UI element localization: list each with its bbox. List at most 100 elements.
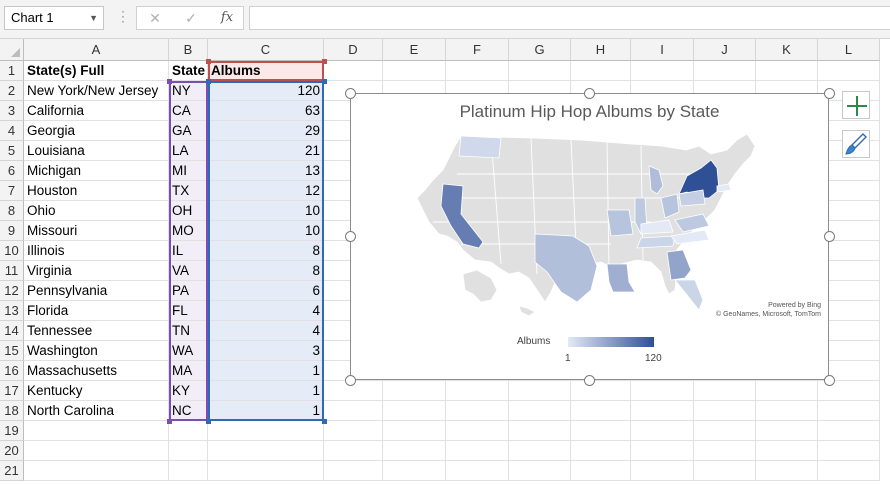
cell-k20[interactable] — [756, 441, 818, 461]
chevron-down-icon[interactable]: ▼ — [89, 13, 98, 23]
cell-b5[interactable]: LA — [169, 141, 208, 161]
cell-l15[interactable] — [818, 341, 880, 361]
state-region-ky[interactable] — [640, 219, 674, 235]
row-header-13[interactable]: 13 — [0, 301, 24, 321]
cell-b20[interactable] — [169, 441, 208, 461]
cell-h19[interactable] — [571, 421, 631, 441]
column-header-b[interactable]: B — [169, 39, 208, 61]
cell-b1[interactable]: State — [169, 61, 208, 81]
cell-g18[interactable] — [509, 401, 571, 421]
cell-b2[interactable]: NY — [169, 81, 208, 101]
cell-k1[interactable] — [756, 61, 818, 81]
cell-a1[interactable]: State(s) Full — [24, 61, 169, 81]
cell-c5[interactable]: 21 — [208, 141, 324, 161]
cell-k19[interactable] — [756, 421, 818, 441]
cell-j20[interactable] — [694, 441, 756, 461]
cell-e18[interactable] — [383, 401, 446, 421]
row-header-7[interactable]: 7 — [0, 181, 24, 201]
cell-h17[interactable] — [571, 381, 631, 401]
cell-a12[interactable]: Pennsylvania — [24, 281, 169, 301]
chart-styles-button[interactable] — [842, 130, 870, 158]
range-resize-handle[interactable] — [167, 79, 172, 84]
cancel-icon[interactable]: ✕ — [149, 10, 161, 26]
cell-a13[interactable]: Florida — [24, 301, 169, 321]
cell-f17[interactable] — [446, 381, 509, 401]
row-header-2[interactable]: 2 — [0, 81, 24, 101]
cell-e17[interactable] — [383, 381, 446, 401]
cell-a11[interactable]: Virginia — [24, 261, 169, 281]
row-header-3[interactable]: 3 — [0, 101, 24, 121]
cell-b21[interactable] — [169, 461, 208, 481]
state-region-ga[interactable] — [666, 249, 692, 281]
state-region-fl[interactable] — [674, 279, 704, 311]
name-box[interactable]: Chart 1 ▼ — [4, 6, 104, 30]
cell-j18[interactable] — [694, 401, 756, 421]
range-resize-handle[interactable] — [322, 79, 327, 84]
cell-e19[interactable] — [383, 421, 446, 441]
column-header-j[interactable]: J — [694, 39, 756, 61]
column-header-h[interactable]: H — [571, 39, 631, 61]
cell-b11[interactable]: VA — [169, 261, 208, 281]
cell-i18[interactable] — [631, 401, 694, 421]
state-region-wa[interactable] — [458, 135, 502, 159]
cell-c12[interactable]: 6 — [208, 281, 324, 301]
cell-a20[interactable] — [24, 441, 169, 461]
range-resize-handle[interactable] — [322, 59, 327, 64]
column-header-i[interactable]: I — [631, 39, 694, 61]
state-region-tn[interactable] — [636, 235, 676, 249]
cell-k21[interactable] — [756, 461, 818, 481]
state-region-mo[interactable] — [606, 209, 634, 237]
cell-l3[interactable] — [818, 101, 880, 121]
cell-l11[interactable] — [818, 261, 880, 281]
cell-l8[interactable] — [818, 201, 880, 221]
cell-a8[interactable]: Ohio — [24, 201, 169, 221]
column-header-c[interactable]: C — [208, 39, 324, 61]
cell-g17[interactable] — [509, 381, 571, 401]
cell-d19[interactable] — [324, 421, 383, 441]
cell-k18[interactable] — [756, 401, 818, 421]
cell-a3[interactable]: California — [24, 101, 169, 121]
cell-a15[interactable]: Washington — [24, 341, 169, 361]
cell-l13[interactable] — [818, 301, 880, 321]
row-header-10[interactable]: 10 — [0, 241, 24, 261]
cell-b12[interactable]: PA — [169, 281, 208, 301]
cell-j1[interactable] — [694, 61, 756, 81]
state-region-nc[interactable] — [670, 229, 710, 245]
cell-a4[interactable]: Georgia — [24, 121, 169, 141]
map-chart[interactable]: Platinum Hip Hop Albums by State Powered… — [350, 93, 829, 380]
cell-i21[interactable] — [631, 461, 694, 481]
cell-h20[interactable] — [571, 441, 631, 461]
cell-c3[interactable]: 63 — [208, 101, 324, 121]
cell-b14[interactable]: TN — [169, 321, 208, 341]
chart-elements-button[interactable] — [842, 91, 870, 119]
cell-b15[interactable]: WA — [169, 341, 208, 361]
cell-a21[interactable] — [24, 461, 169, 481]
cell-a5[interactable]: Louisiana — [24, 141, 169, 161]
cell-a9[interactable]: Missouri — [24, 221, 169, 241]
row-header-16[interactable]: 16 — [0, 361, 24, 381]
cell-c16[interactable]: 1 — [208, 361, 324, 381]
cell-l7[interactable] — [818, 181, 880, 201]
resize-handle-bottom-left[interactable] — [345, 375, 356, 386]
resize-handle-top-left[interactable] — [345, 88, 356, 99]
column-header-e[interactable]: E — [383, 39, 446, 61]
cell-a17[interactable]: Kentucky — [24, 381, 169, 401]
cell-d21[interactable] — [324, 461, 383, 481]
row-header-8[interactable]: 8 — [0, 201, 24, 221]
cell-l16[interactable] — [818, 361, 880, 381]
cell-l19[interactable] — [818, 421, 880, 441]
cell-i1[interactable] — [631, 61, 694, 81]
enter-icon[interactable]: ✓ — [185, 10, 197, 26]
cell-b6[interactable]: MI — [169, 161, 208, 181]
column-header-a[interactable]: A — [24, 39, 169, 61]
cell-h21[interactable] — [571, 461, 631, 481]
cell-l20[interactable] — [818, 441, 880, 461]
cell-a6[interactable]: Michigan — [24, 161, 169, 181]
cell-i20[interactable] — [631, 441, 694, 461]
cell-l10[interactable] — [818, 241, 880, 261]
cell-d18[interactable] — [324, 401, 383, 421]
state-region-mi[interactable] — [648, 165, 664, 195]
cell-c7[interactable]: 12 — [208, 181, 324, 201]
cell-b18[interactable]: NC — [169, 401, 208, 421]
cell-h1[interactable] — [571, 61, 631, 81]
